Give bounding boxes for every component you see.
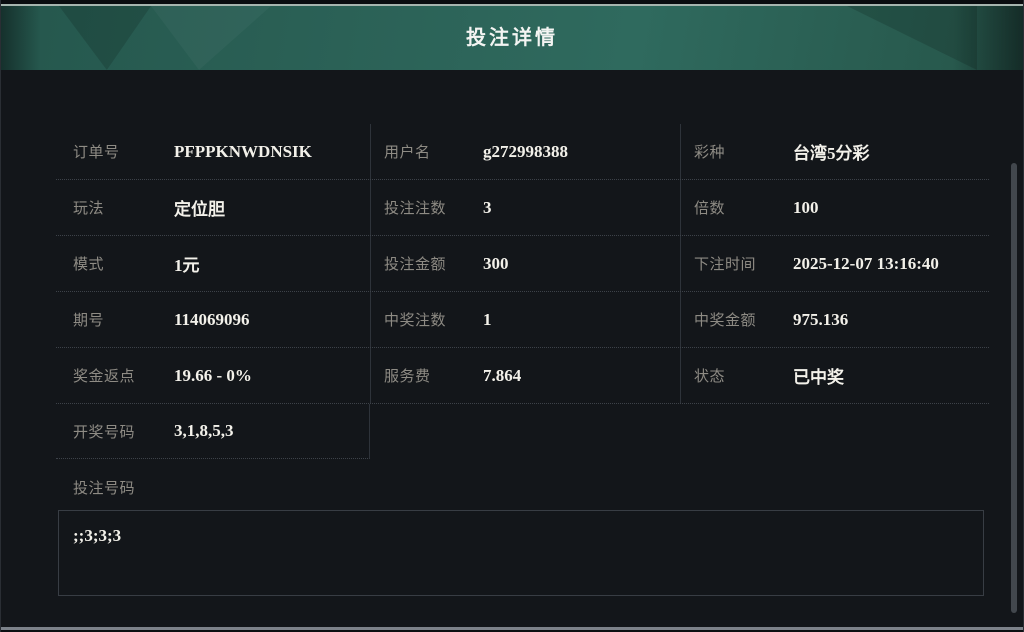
header-bar: 投注详情	[1, 4, 1023, 72]
field-label: 服务费	[384, 368, 431, 385]
field-value: 7.864	[483, 365, 522, 385]
page-title: 投注详情	[466, 27, 558, 49]
field-bonus-rebate: 奖金返点 19.66 - 0%	[56, 348, 370, 403]
window-bottom-gap	[1, 630, 1023, 632]
table-row: 开奖号码 3,1,8,5,3	[56, 404, 989, 459]
field-order-no: 订单号 PFPPKNWDNSIK	[56, 124, 370, 179]
field-value: g272998388	[483, 141, 568, 161]
field-label: 彩种	[694, 144, 726, 161]
bet-numbers-content: ;;3;3;3	[73, 526, 122, 545]
table-row: 期号 114069096 中奖注数 1 中奖金额 975.136	[56, 292, 989, 348]
field-label: 投注号码	[73, 479, 136, 497]
field-bet-count: 投注注数 3	[370, 180, 680, 235]
field-win-count: 中奖注数 1	[370, 292, 680, 347]
detail-table: 订单号 PFPPKNWDNSIK 用户名 g272998388 彩种 台湾5分彩…	[56, 124, 989, 515]
table-row: 玩法 定位胆 投注注数 3 倍数 100	[56, 180, 989, 236]
field-issue-no: 期号 114069096	[56, 292, 370, 347]
field-value: 台湾5分彩	[793, 144, 870, 163]
field-service-fee: 服务费 7.864	[370, 348, 680, 403]
field-label: 投注注数	[384, 200, 447, 217]
field-value: 300	[483, 253, 509, 273]
field-username: 用户名 g272998388	[370, 124, 680, 179]
field-status: 状态 已中奖	[680, 348, 989, 403]
field-value: 1元	[174, 256, 200, 275]
field-label: 开奖号码	[73, 423, 136, 441]
field-bet-numbers-label: 投注号码	[56, 459, 370, 515]
field-value: 3,1,8,5,3	[174, 421, 234, 440]
table-row: 奖金返点 19.66 - 0% 服务费 7.864 状态 已中奖	[56, 348, 989, 404]
field-value: 1	[483, 309, 492, 329]
field-value: 100	[793, 197, 819, 217]
status-badge: 已中奖	[793, 368, 844, 387]
field-value: 3	[483, 197, 492, 217]
field-label: 中奖注数	[384, 312, 447, 329]
field-value: 定位胆	[174, 200, 225, 219]
field-label: 倍数	[694, 200, 726, 217]
field-value: 975.136	[793, 309, 849, 329]
window-bottom-edge	[1, 627, 1023, 630]
field-draw-numbers: 开奖号码 3,1,8,5,3	[56, 404, 370, 459]
top-strip	[1, 0, 1023, 4]
field-value: PFPPKNWDNSIK	[174, 141, 312, 161]
table-row: 投注号码	[56, 459, 989, 515]
field-mode: 模式 1元	[56, 236, 370, 291]
field-label: 中奖金额	[694, 312, 757, 329]
bet-numbers-box: ;;3;3;3	[58, 510, 984, 596]
field-bet-time: 下注时间 2025-12-07 13:16:40	[680, 236, 989, 291]
content-area: 订单号 PFPPKNWDNSIK 用户名 g272998388 彩种 台湾5分彩…	[1, 70, 1023, 632]
field-value: 2025-12-07 13:16:40	[793, 253, 939, 273]
field-label: 期号	[73, 312, 105, 329]
field-play-method: 玩法 定位胆	[56, 180, 370, 235]
field-lottery-type: 彩种 台湾5分彩	[680, 124, 989, 179]
field-label: 下注时间	[694, 256, 757, 273]
field-value: 19.66 - 0%	[174, 365, 252, 385]
vertical-scrollbar-thumb[interactable]	[1011, 163, 1017, 613]
field-label: 状态	[694, 368, 726, 385]
table-row: 模式 1元 投注金额 300 下注时间 2025-12-07 13:16:40	[56, 236, 989, 292]
field-label: 投注金额	[384, 256, 447, 273]
field-label: 奖金返点	[73, 368, 136, 385]
field-label: 用户名	[384, 144, 431, 161]
field-value: 114069096	[174, 309, 250, 329]
field-bet-amount: 投注金额 300	[370, 236, 680, 291]
field-label: 玩法	[73, 200, 105, 217]
field-win-amount: 中奖金额 975.136	[680, 292, 989, 347]
field-label: 模式	[73, 256, 105, 273]
field-multiplier: 倍数 100	[680, 180, 989, 235]
table-row: 订单号 PFPPKNWDNSIK 用户名 g272998388 彩种 台湾5分彩	[56, 124, 989, 180]
field-label: 订单号	[73, 144, 120, 161]
